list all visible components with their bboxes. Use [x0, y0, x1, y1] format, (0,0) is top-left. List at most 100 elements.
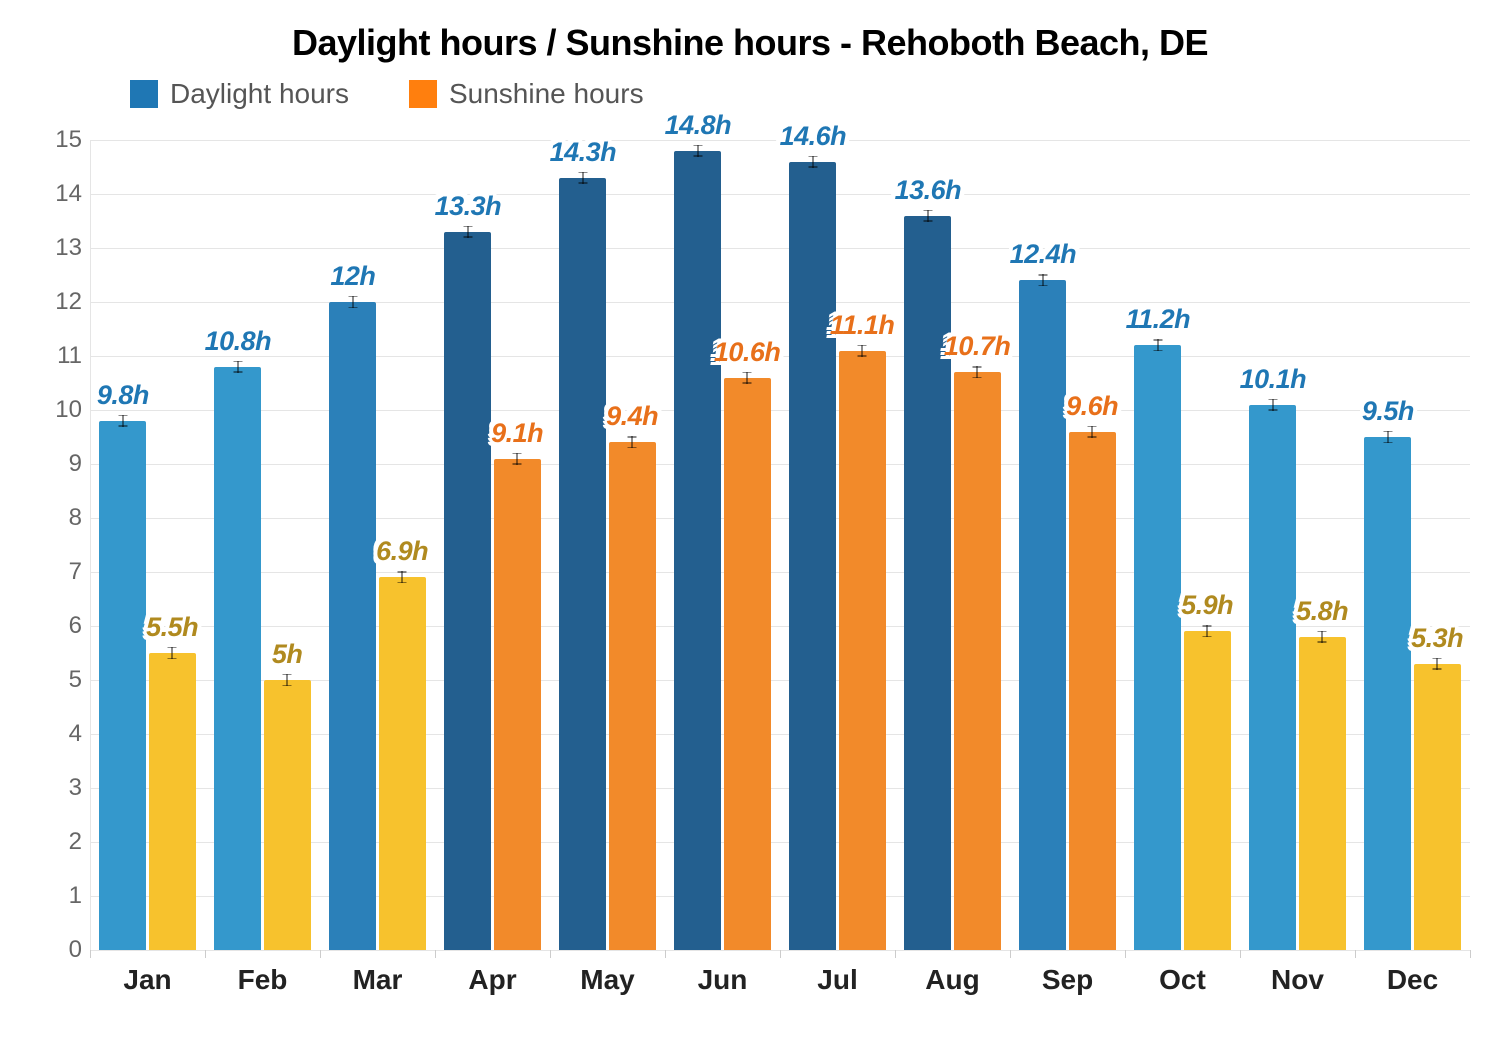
bar-daylight [674, 151, 721, 950]
y-tick-label: 2 [32, 828, 82, 856]
value-label-daylight: 14.6h [780, 121, 847, 152]
error-whisker [122, 415, 124, 427]
x-tick-mark [1010, 950, 1011, 958]
bar-sunshine [839, 351, 886, 950]
error-whisker [1387, 431, 1389, 443]
value-label-daylight: 13.6h [895, 175, 962, 206]
error-whisker [1206, 625, 1208, 637]
y-tick-label: 11 [32, 342, 82, 370]
x-tick-label: Nov [1271, 964, 1324, 996]
legend-label-daylight: Daylight hours [170, 78, 349, 110]
legend-label-sunshine: Sunshine hours [449, 78, 644, 110]
x-tick-mark [1355, 950, 1356, 958]
x-tick-label: Dec [1387, 964, 1438, 996]
bar-sunshine [149, 653, 196, 950]
x-tick-label: Jan [123, 964, 171, 996]
chart-container: Daylight hours / Sunshine hours - Rehobo… [0, 0, 1500, 1050]
bar-sunshine [1184, 631, 1231, 950]
value-label-sunshine: 5.9h [1181, 590, 1233, 621]
x-tick-mark [665, 950, 666, 958]
error-whisker [516, 453, 518, 465]
value-label-sunshine: 5.5h [146, 612, 198, 643]
x-tick-label: Jun [698, 964, 748, 996]
bar-sunshine [264, 680, 311, 950]
bar-daylight [904, 216, 951, 950]
grid-line [90, 302, 1470, 303]
bar-sunshine [609, 442, 656, 950]
x-tick-label: Mar [353, 964, 403, 996]
legend-swatch-daylight [130, 80, 158, 108]
x-tick-mark [550, 950, 551, 958]
value-label-daylight: 10.1h [1240, 364, 1307, 395]
x-tick-mark [895, 950, 896, 958]
value-label-daylight: 12.4h [1010, 239, 1077, 270]
error-whisker [1157, 339, 1159, 351]
bar-sunshine [1414, 664, 1461, 950]
x-tick-label: Jul [817, 964, 857, 996]
y-tick-label: 8 [32, 504, 82, 532]
x-tick-mark [780, 950, 781, 958]
error-whisker [861, 345, 863, 357]
value-label-sunshine: 9.6h [1066, 391, 1118, 422]
error-whisker [697, 145, 699, 157]
value-label-daylight: 14.8h [665, 110, 732, 141]
value-label-sunshine: 10.6h [714, 337, 781, 368]
error-whisker [237, 361, 239, 373]
error-whisker [1091, 426, 1093, 438]
x-tick-label: Feb [238, 964, 288, 996]
bar-daylight [1019, 280, 1066, 950]
y-tick-label: 13 [32, 234, 82, 262]
bar-daylight [444, 232, 491, 950]
bar-daylight [214, 367, 261, 950]
bar-sunshine [1069, 432, 1116, 950]
y-tick-label: 14 [32, 180, 82, 208]
value-label-daylight: 10.8h [205, 326, 272, 357]
bar-sunshine [494, 459, 541, 950]
bar-daylight [789, 162, 836, 950]
x-tick-mark [1470, 950, 1471, 958]
y-tick-label: 3 [32, 774, 82, 802]
error-whisker [631, 436, 633, 448]
plot-area: 0123456789101112131415Jan9.8h5.5hFeb10.8… [90, 140, 1470, 950]
x-tick-mark [90, 950, 91, 958]
x-tick-label: Oct [1159, 964, 1206, 996]
error-whisker [286, 674, 288, 686]
value-label-sunshine: 6.9h [376, 536, 428, 567]
y-tick-label: 15 [32, 126, 82, 154]
grid-line [90, 194, 1470, 195]
y-tick-label: 4 [32, 720, 82, 748]
value-label-sunshine: 11.1h [830, 310, 895, 341]
bar-daylight [559, 178, 606, 950]
legend-item-sunshine: Sunshine hours [409, 78, 644, 110]
y-tick-label: 7 [32, 558, 82, 586]
error-whisker [582, 172, 584, 184]
error-whisker [812, 156, 814, 168]
error-whisker [1042, 274, 1044, 286]
error-whisker [1321, 631, 1323, 643]
y-axis-line [90, 140, 91, 950]
y-tick-label: 9 [32, 450, 82, 478]
bar-sunshine [724, 378, 771, 950]
bar-sunshine [379, 577, 426, 950]
value-label-daylight: 11.2h [1126, 304, 1191, 335]
y-tick-label: 0 [32, 936, 82, 964]
bar-daylight [99, 421, 146, 950]
chart-title: Daylight hours / Sunshine hours - Rehobo… [0, 22, 1500, 64]
x-tick-mark [1240, 950, 1241, 958]
x-tick-mark [320, 950, 321, 958]
bar-daylight [329, 302, 376, 950]
grid-line [90, 248, 1470, 249]
value-label-daylight: 13.3h [435, 191, 502, 222]
legend-swatch-sunshine [409, 80, 437, 108]
error-whisker [401, 571, 403, 583]
error-whisker [976, 366, 978, 378]
x-tick-label: Apr [468, 964, 516, 996]
x-tick-label: May [580, 964, 634, 996]
value-label-sunshine: 9.4h [606, 401, 658, 432]
x-tick-label: Sep [1042, 964, 1093, 996]
bar-daylight [1364, 437, 1411, 950]
value-label-daylight: 14.3h [550, 137, 617, 168]
error-whisker [927, 210, 929, 222]
y-tick-label: 5 [32, 666, 82, 694]
legend-item-daylight: Daylight hours [130, 78, 349, 110]
